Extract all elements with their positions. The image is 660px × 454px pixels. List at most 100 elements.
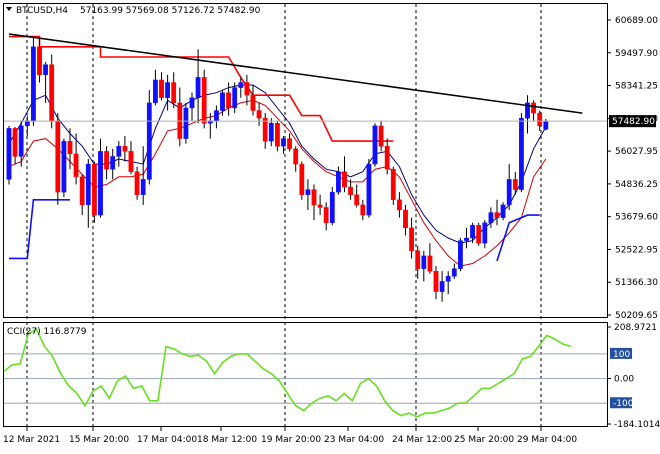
candle-body [348,186,353,195]
candle-body [250,95,256,111]
dropdown-triangle-icon[interactable] [6,7,12,11]
candle-body [433,270,439,292]
candle-body [6,128,12,180]
candle-body [195,77,201,98]
price-tick-label: 53679.60 [615,213,658,223]
candle-body [384,146,390,170]
candle-body [342,171,347,188]
cci-tick-label: 0.00 [614,375,634,385]
candle-body [378,125,384,147]
candle-body [49,64,55,121]
candle-body [439,281,445,292]
candle-body [482,222,488,244]
candle-body [543,120,549,130]
cci-tick-label: 208.9721 [614,323,657,333]
current-price-tag: 57482.90 [609,115,656,128]
symbol-label: BTCUSD,H4 [16,6,68,16]
time-label: 23 Mar 04:00 [324,435,384,445]
candle-body [366,163,372,216]
time-axis: 12 Mar 2021 15 Mar 20:00 17 Mar 04:00 18 Ma… [3,427,577,445]
candle-body [116,146,122,157]
price-tick-label: 60689.00 [615,16,658,26]
candle-body [415,250,421,269]
candle-body [91,163,97,216]
candle-body [427,255,433,272]
candle-body [256,110,262,119]
time-label: 12 Mar 2021 [3,435,60,445]
candle-body [403,209,408,229]
candle-body [476,225,482,244]
price-tick-label: 54836.25 [615,180,658,190]
cci-axis: 208.9721 100 0.00 -100 -184.1014 [607,323,660,430]
candle-body [226,92,231,109]
candle-body [311,189,317,206]
candle-body [409,227,414,251]
candlesticks [6,36,549,302]
cci-line-layer [3,328,572,418]
cci-label: CCI(27) 116.8779 [7,327,87,337]
trendline-layer[interactable] [8,33,583,114]
price-tick-label: 59497.90 [615,49,658,59]
cci-tick-label: -100 [613,399,634,409]
candle-body [451,268,457,277]
candle-body [531,102,537,114]
time-label: 24 Mar 12:00 [392,435,452,445]
candle-body [329,191,335,223]
time-label: 19 Mar 20:00 [261,435,321,445]
candle-body [110,156,116,170]
candle-body [323,207,329,223]
candle-body [18,125,24,157]
candle-body [537,112,543,127]
candle-body [512,179,518,190]
candle-body [372,125,378,165]
candle-body [445,276,451,282]
candle-body [201,77,207,124]
candle-body [397,199,402,211]
time-label: 18 Mar 12:00 [197,435,257,445]
candle-body [189,97,195,109]
candle-body [159,79,164,98]
candle-body [85,163,91,206]
candle-body [31,46,36,121]
candle-body [220,92,225,111]
cci-line [3,328,572,418]
candle-body [494,212,500,218]
candle-body [525,102,530,119]
candle-body [390,168,396,200]
candle-body [354,194,360,206]
candle-body [275,123,280,147]
candle-body [37,46,42,76]
trendline [8,33,583,114]
candle-body [12,128,18,157]
candle-body [305,189,311,195]
candle-body [519,117,524,190]
cci-panel-frame [3,322,608,427]
cci-tick-label: -184.1014 [614,420,660,430]
price-panel-frame [3,3,608,318]
candle-body [213,110,219,121]
candle-body [500,204,506,218]
candle-body [360,204,366,216]
price-tick-label: 58341.25 [615,82,658,92]
candle-body [165,82,170,98]
candle-body [61,140,67,193]
candle-body [128,151,134,172]
candle-body [55,120,61,193]
candle-body [122,146,128,152]
candle-body [458,240,463,269]
candle-body [79,176,85,206]
candle-body [336,171,341,193]
candle-body [232,87,238,109]
candle-body [281,138,286,147]
candle-body [171,82,177,104]
cci-tick-label: 100 [613,350,630,360]
current-price-value: 57482.90 [612,117,655,127]
candle-body [140,179,146,195]
candle-body [73,153,79,178]
candle-body [506,179,512,206]
price-tick-label: 52522.95 [615,245,658,255]
time-label: 15 Mar 20:00 [69,435,129,445]
time-label: 29 Mar 04:00 [517,435,577,445]
